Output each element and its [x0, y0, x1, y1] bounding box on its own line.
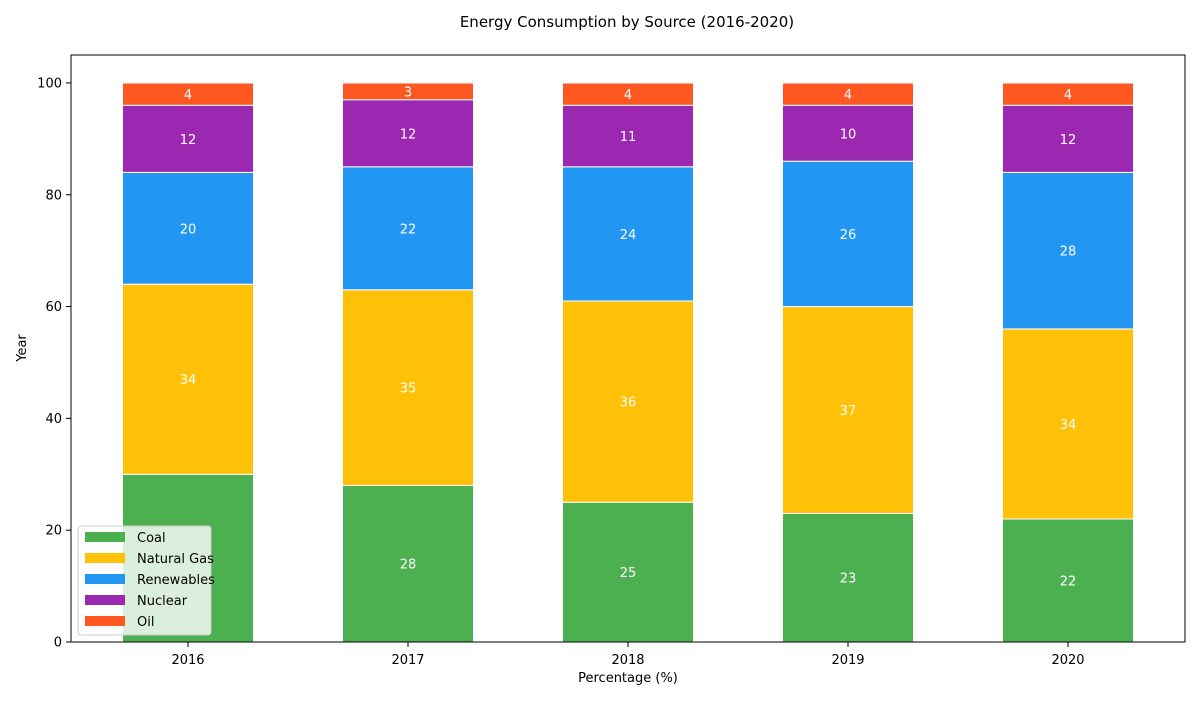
data-label-oil-2017: 3	[404, 85, 412, 100]
bar-nuclear-2019	[782, 104, 914, 162]
data-label-natural-gas-2020: 34	[1060, 418, 1077, 433]
data-label-renewables-2019: 26	[840, 228, 857, 243]
bar-renewables-2020	[1002, 171, 1134, 330]
bar-coal-2020	[1002, 518, 1134, 643]
data-label-renewables-2018: 24	[620, 228, 637, 243]
data-label-nuclear-2019: 10	[840, 127, 857, 142]
x-tick-label: 2018	[611, 653, 644, 668]
legend-swatch-oil	[85, 616, 125, 626]
bars-group	[122, 82, 1134, 643]
x-axis-ticks: 2016 2017 2018 2019 2020	[171, 642, 1085, 668]
bar-renewables-2018	[562, 166, 694, 302]
data-label-renewables-2016: 20	[180, 222, 197, 237]
data-label-renewables-2017: 22	[400, 222, 417, 237]
bar-nuclear-2017	[342, 99, 474, 168]
bar-oil-2018	[562, 82, 694, 106]
bar-oil-2019	[782, 82, 914, 106]
bar-nuclear-2020	[1002, 104, 1134, 173]
data-label-coal-2018: 25	[620, 566, 637, 581]
data-label-natural-gas-2018: 36	[620, 396, 637, 411]
data-label-natural-gas-2016: 34	[180, 373, 197, 388]
data-label-coal-2019: 23	[840, 572, 857, 587]
legend-swatch-renewables	[85, 574, 125, 584]
legend-swatch-natural-gas	[85, 553, 125, 563]
data-label-nuclear-2018: 11	[620, 130, 637, 145]
bar-renewables-2019	[782, 160, 914, 308]
legend-label-nuclear: Nuclear	[137, 594, 188, 609]
bar-natural-gas-2020	[1002, 328, 1134, 520]
bar-coal-2019	[782, 512, 914, 643]
legend-label-oil: Oil	[137, 615, 154, 630]
x-tick-label: 2019	[831, 653, 864, 668]
bar-nuclear-2016	[122, 104, 254, 173]
bar-oil-2020	[1002, 82, 1134, 106]
data-label-oil-2018: 4	[624, 88, 632, 103]
y-tick-label: 40	[45, 412, 62, 427]
data-label-oil-2016: 4	[184, 88, 192, 103]
chart-title: Energy Consumption by Source (2016-2020)	[460, 13, 794, 31]
x-tick-label: 2016	[171, 653, 204, 668]
y-tick-label: 0	[54, 636, 62, 651]
bar-renewables-2017	[342, 166, 474, 291]
bar-natural-gas-2017	[342, 289, 474, 486]
y-axis-ticks: 0 20 40 60 80 100	[37, 76, 71, 651]
data-label-natural-gas-2017: 35	[400, 382, 417, 397]
legend-label-natural-gas: Natural Gas	[137, 552, 214, 567]
data-label-renewables-2020: 28	[1060, 245, 1077, 260]
bar-natural-gas-2019	[782, 306, 914, 514]
data-label-nuclear-2016: 12	[180, 133, 197, 148]
legend-swatch-nuclear	[85, 595, 125, 605]
data-label-nuclear-2020: 12	[1060, 133, 1077, 148]
bar-natural-gas-2016	[122, 283, 254, 475]
y-axis-label: Year	[15, 334, 30, 363]
bar-natural-gas-2018	[562, 300, 694, 503]
y-tick-label: 60	[45, 300, 62, 315]
y-tick-label: 20	[45, 524, 62, 539]
bar-oil-2016	[122, 82, 254, 106]
y-tick-label: 80	[45, 188, 62, 203]
x-tick-label: 2020	[1051, 653, 1084, 668]
data-label-nuclear-2017: 12	[400, 127, 417, 142]
bar-nuclear-2018	[562, 104, 694, 168]
bar-oil-2017	[342, 82, 474, 101]
data-label-coal-2017: 28	[400, 558, 417, 573]
bar-labels-group: 34 20 12 4 28 35 22 12 3 25 36 24 11 4 23 37 26 10 4 22 34 28…	[180, 85, 1077, 589]
data-label-coal-2020: 22	[1060, 575, 1077, 590]
x-tick-label: 2017	[391, 653, 424, 668]
x-axis-label: Percentage (%)	[578, 671, 678, 686]
data-label-natural-gas-2019: 37	[840, 404, 857, 419]
legend: Coal Natural Gas Renewables Nuclear Oil	[77, 525, 215, 636]
y-tick-label: 100	[37, 76, 62, 91]
data-label-oil-2019: 4	[844, 88, 852, 103]
legend-label-renewables: Renewables	[137, 573, 215, 588]
legend-label-coal: Coal	[137, 531, 166, 546]
legend-swatch-coal	[85, 532, 125, 542]
data-label-oil-2020: 4	[1064, 88, 1072, 103]
